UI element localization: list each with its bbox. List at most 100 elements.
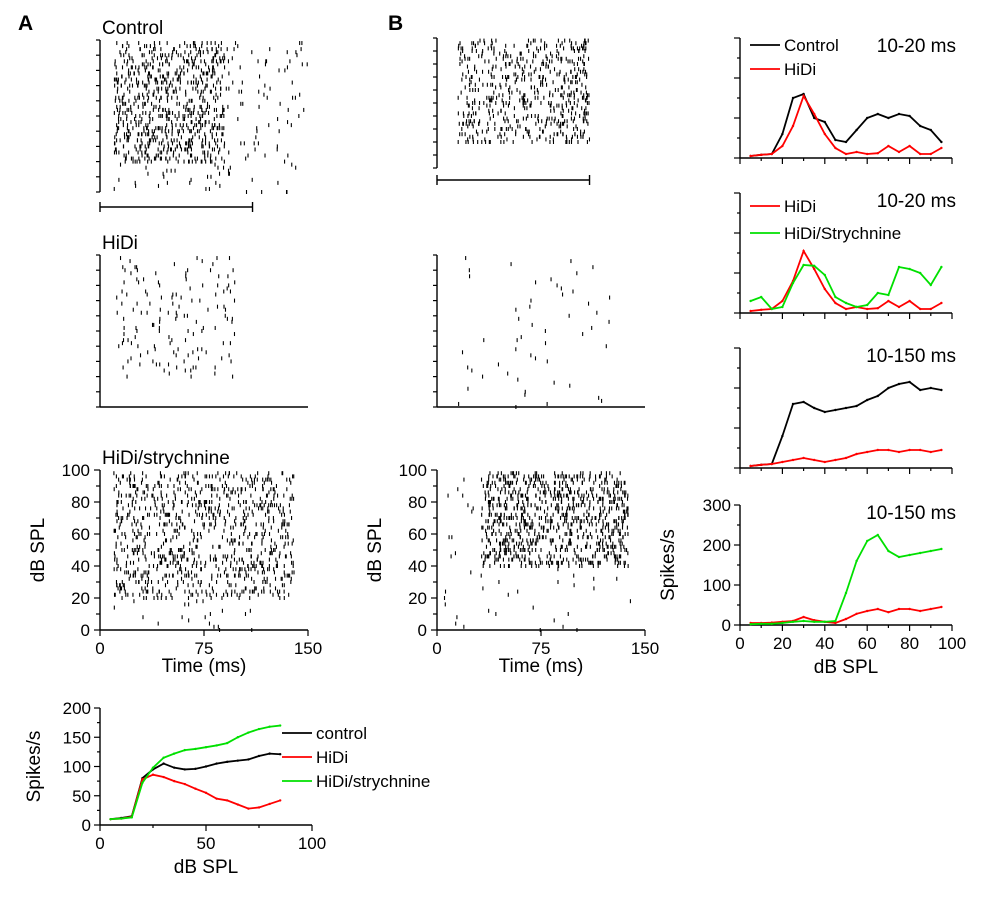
x-tick-label: 150 [631, 639, 659, 658]
data-point [204, 791, 208, 795]
x-tick-label: 0 [735, 634, 744, 653]
data-point [141, 778, 144, 781]
data-point [749, 623, 752, 626]
data-point [268, 725, 271, 728]
data-point [791, 96, 795, 100]
data-point [897, 607, 901, 611]
series-line-control [110, 752, 281, 821]
data-point [866, 398, 869, 402]
data-point [834, 458, 837, 462]
y-tick-label: 300 [703, 496, 731, 515]
data-point [897, 555, 901, 559]
data-point [279, 799, 282, 802]
data-point [940, 140, 943, 144]
data-point [760, 295, 763, 299]
data-point [908, 448, 911, 452]
data-point [247, 807, 250, 810]
data-point [929, 152, 932, 156]
data-point [791, 124, 795, 128]
legend-label: control [316, 724, 367, 743]
data-point [151, 773, 155, 776]
data-point [876, 607, 879, 611]
data-point [279, 753, 282, 756]
data-point [866, 116, 869, 120]
data-point [823, 460, 826, 464]
data-point [257, 727, 261, 731]
data-point [791, 402, 795, 406]
data-point [855, 559, 858, 563]
data-point [940, 605, 943, 609]
x-axis-label: dB SPL [174, 857, 238, 878]
data-point [929, 307, 932, 311]
data-point [215, 762, 218, 765]
data-point [770, 307, 773, 311]
data-point [781, 132, 784, 136]
B-raster-control-plot [433, 37, 591, 185]
data-point [749, 299, 752, 303]
y-tick-label: 40 [71, 557, 90, 576]
data-point [844, 456, 848, 460]
y-axis-label: Spikes/s [24, 731, 45, 803]
data-point [813, 112, 816, 116]
data-point [802, 263, 805, 267]
y-tick-label: 80 [71, 493, 90, 512]
x-axis-label: dB SPL [814, 657, 878, 678]
data-point [929, 607, 932, 611]
data-point [940, 301, 943, 305]
data-point [226, 741, 229, 745]
data-point [204, 765, 208, 768]
data-point [844, 406, 848, 410]
series-line-hidi-strychnine [750, 533, 942, 626]
x-tick-label: 40 [815, 634, 834, 653]
y-tick-label: 100 [62, 461, 90, 480]
data-point [844, 307, 848, 311]
data-point [844, 152, 848, 156]
data-point [929, 450, 932, 454]
y-tick-label: 60 [408, 525, 427, 544]
data-point [876, 394, 879, 398]
data-point [855, 150, 858, 154]
data-point [855, 128, 858, 132]
data-point [749, 309, 752, 313]
data-point [215, 744, 218, 747]
data-point [866, 152, 869, 156]
x-tick-label: 20 [773, 634, 792, 653]
data-point [897, 112, 901, 116]
data-point [823, 620, 826, 623]
data-point [183, 782, 186, 786]
data-point [802, 92, 805, 96]
data-point [887, 611, 890, 614]
data-point [908, 114, 911, 118]
x-tick-label: 75 [532, 639, 551, 658]
data-point [897, 382, 901, 386]
data-point [908, 267, 911, 271]
data-point [855, 305, 858, 309]
data-point [802, 456, 805, 460]
data-point [802, 94, 805, 98]
data-point [834, 295, 837, 299]
y-tick-label: 60 [71, 525, 90, 544]
data-point [236, 736, 239, 739]
B-raster-strychnine-plot: 0 20 40 60 80 100 0 75 150 Time (ms) dB SPL [365, 461, 659, 677]
x-tick-label: 0 [95, 834, 104, 853]
data-point [204, 745, 208, 749]
data-point [919, 307, 922, 311]
data-point [173, 766, 176, 769]
data-point [887, 448, 890, 452]
data-point [749, 154, 752, 158]
data-point [919, 124, 922, 128]
y-tick-label: 150 [63, 728, 91, 747]
data-point [791, 620, 795, 623]
B-rate-3-plot: 10-150 ms [734, 346, 956, 474]
data-point [908, 144, 911, 148]
data-point [855, 452, 858, 456]
series-line-hidi [750, 93, 942, 157]
x-tick-label: 80 [900, 634, 919, 653]
data-point [908, 553, 911, 557]
y-tick-label: 40 [408, 557, 427, 576]
data-point [887, 293, 890, 297]
x-axis-label: Time (ms) [162, 656, 247, 677]
data-point [887, 386, 890, 390]
B-raster-hidi-plot [433, 254, 645, 409]
data-point [183, 748, 186, 752]
